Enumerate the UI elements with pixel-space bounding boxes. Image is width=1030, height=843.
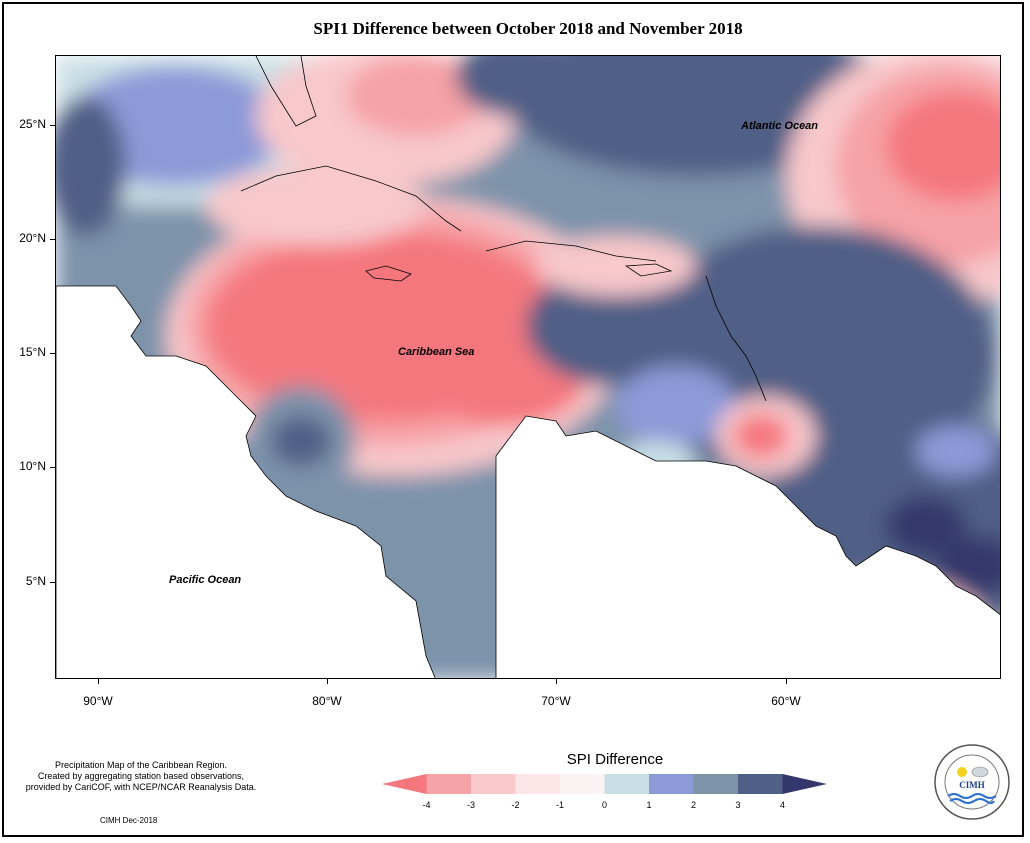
lon-tickmark-60w (786, 679, 787, 684)
field-trinidad-red (733, 414, 789, 458)
field-e-carib-dark (526, 266, 706, 386)
logo-text: CIMH (959, 780, 985, 790)
lat-tickmark-5n (50, 582, 55, 583)
field-se-darkest (886, 496, 966, 556)
atlantic-ocean-label: Atlantic Ocean (741, 120, 819, 132)
legend-label: -1 (555, 800, 564, 810)
coast-hispaniola (485, 240, 657, 262)
lat-tick-10n: 10°N (19, 459, 46, 473)
legend-swatch (693, 774, 739, 794)
field-gulf-dark (56, 96, 126, 236)
legend-swatch (738, 774, 783, 794)
field-pr-pink (536, 236, 696, 296)
cloud-icon (971, 766, 989, 778)
field-ne-red (886, 91, 1000, 201)
legend-label: -4 (422, 800, 431, 810)
field-cuba-pink (206, 166, 426, 246)
land-central-america (56, 285, 436, 678)
cimh-logo: CIMH (934, 744, 1010, 820)
land-south-america (495, 415, 1000, 678)
lat-tick-5n: 5°N (25, 574, 46, 588)
lon-tick-90w: 90°W (83, 694, 113, 708)
legend-title: SPI Difference (566, 751, 664, 768)
lat-tick-15n: 15°N (19, 345, 46, 359)
legend-label: 2 (690, 800, 696, 810)
coast-florida (255, 56, 317, 127)
credits-date: CIMH Dec-2018 (100, 816, 158, 825)
caribbean-sea-label: Caribbean Sea (398, 346, 475, 358)
map-panel[interactable]: Atlantic Ocean Caribbean Sea Pacific Oce… (55, 55, 1001, 679)
credits-line-1: Precipitation Map of the Caribbean Regio… (54, 760, 228, 770)
legend-colorbar (382, 774, 827, 794)
legend-swatch (604, 774, 650, 794)
credits-line-2: Created by aggregating station based obs… (37, 771, 245, 781)
legend-swatch (382, 774, 427, 794)
pacific-ocean-label: Pacific Ocean (169, 574, 242, 586)
land-masks (56, 285, 1000, 678)
field-pacific-dark (271, 416, 331, 466)
coastlines (240, 56, 767, 402)
legend-label: 3 (735, 800, 741, 810)
legend-label: -3 (466, 800, 475, 810)
legend-label: -2 (511, 800, 520, 810)
field-se-darkest2 (936, 536, 1000, 596)
credits-block: Precipitation Map of the Caribbean Regio… (6, 760, 276, 793)
field-se-blue (916, 426, 996, 476)
legend-label: 4 (779, 800, 785, 810)
lon-tickmark-70w (556, 679, 557, 684)
coast-puerto-rico (624, 263, 673, 277)
lat-tickmark-15n (50, 353, 55, 354)
coast-cuba (240, 165, 462, 232)
lat-tickmark-25n (50, 125, 55, 126)
lat-tickmark-10n (50, 467, 55, 468)
legend-swatch (649, 774, 694, 794)
lat-tick-20n: 20°N (19, 231, 46, 245)
legend-swatch (515, 774, 561, 794)
lat-tickmark-20n (50, 239, 55, 240)
sun-icon (957, 767, 967, 777)
legend-swatch (471, 774, 516, 794)
wave-icon (947, 793, 997, 799)
credits-line-3: provided by CariCOF, with NCEP/NCAR Rean… (25, 782, 257, 792)
lon-tick-60w: 60°W (771, 694, 801, 708)
legend-label: 0 (601, 800, 607, 810)
legend-swatch (426, 774, 472, 794)
field-e-carib-blue (616, 366, 736, 446)
legend-swatch (782, 774, 827, 794)
lat-tick-25n: 25°N (19, 117, 46, 131)
coast-jamaica (365, 265, 412, 282)
lon-tickmark-80w (327, 679, 328, 684)
map-title: SPI1 Difference between October 2018 and… (313, 19, 743, 38)
coast-lesser-antilles (705, 275, 767, 402)
legend-swatch (560, 774, 605, 794)
legend-label: 1 (646, 800, 652, 810)
lon-tick-80w: 80°W (312, 694, 342, 708)
lon-tickmark-90w (98, 679, 99, 684)
lon-tick-70w: 70°W (541, 694, 571, 708)
field-bahamas-red (346, 56, 486, 136)
spi-field-map (56, 56, 1000, 678)
field-atl-dark-nw (456, 56, 576, 116)
